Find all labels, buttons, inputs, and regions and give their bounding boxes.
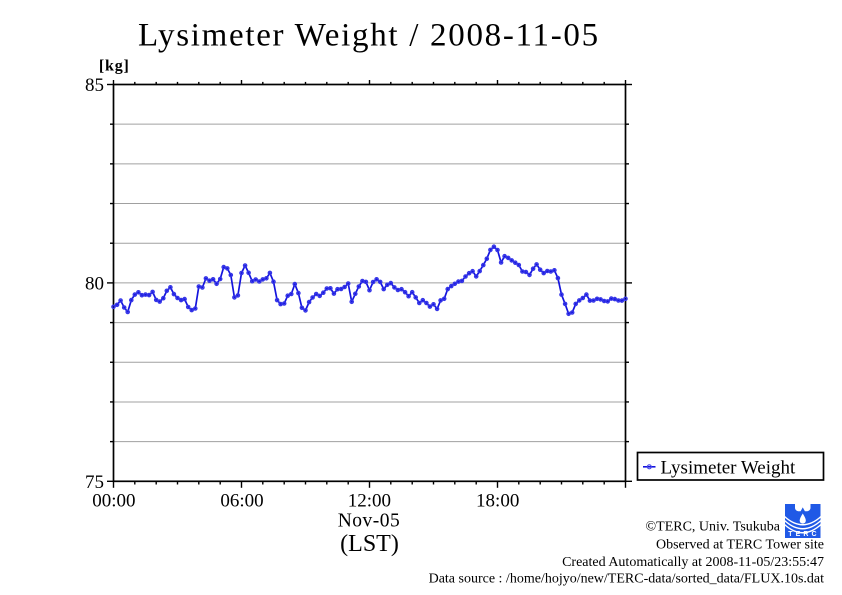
svg-text:[kg]: [kg] <box>99 58 130 75</box>
svg-text:85: 85 <box>85 75 104 96</box>
svg-text:18:00: 18:00 <box>476 490 519 511</box>
svg-text:Lysimeter Weight: Lysimeter Weight <box>661 458 797 479</box>
svg-text:(LST): (LST) <box>340 531 399 557</box>
svg-text:75: 75 <box>85 472 104 493</box>
svg-text:TERC: TERC <box>788 531 819 538</box>
svg-text:Data source : /home/hojyo/new/: Data source : /home/hojyo/new/TERC-data/… <box>429 571 825 586</box>
svg-text:Nov-05: Nov-05 <box>338 511 401 532</box>
svg-text:Lysimeter Weight / 2008-11-05: Lysimeter Weight / 2008-11-05 <box>138 17 600 53</box>
svg-text:12:00: 12:00 <box>348 490 391 511</box>
svg-text:Created Automatically at 2008-: Created Automatically at 2008-11-05/23:5… <box>562 555 824 570</box>
svg-text:80: 80 <box>85 274 104 295</box>
svg-text:Observed at TERC Tower site: Observed at TERC Tower site <box>656 538 824 553</box>
svg-text:©TERC, Univ. Tsukuba: ©TERC, Univ. Tsukuba <box>646 520 781 535</box>
svg-text:06:00: 06:00 <box>220 490 263 511</box>
svg-text:00:00: 00:00 <box>92 490 135 511</box>
